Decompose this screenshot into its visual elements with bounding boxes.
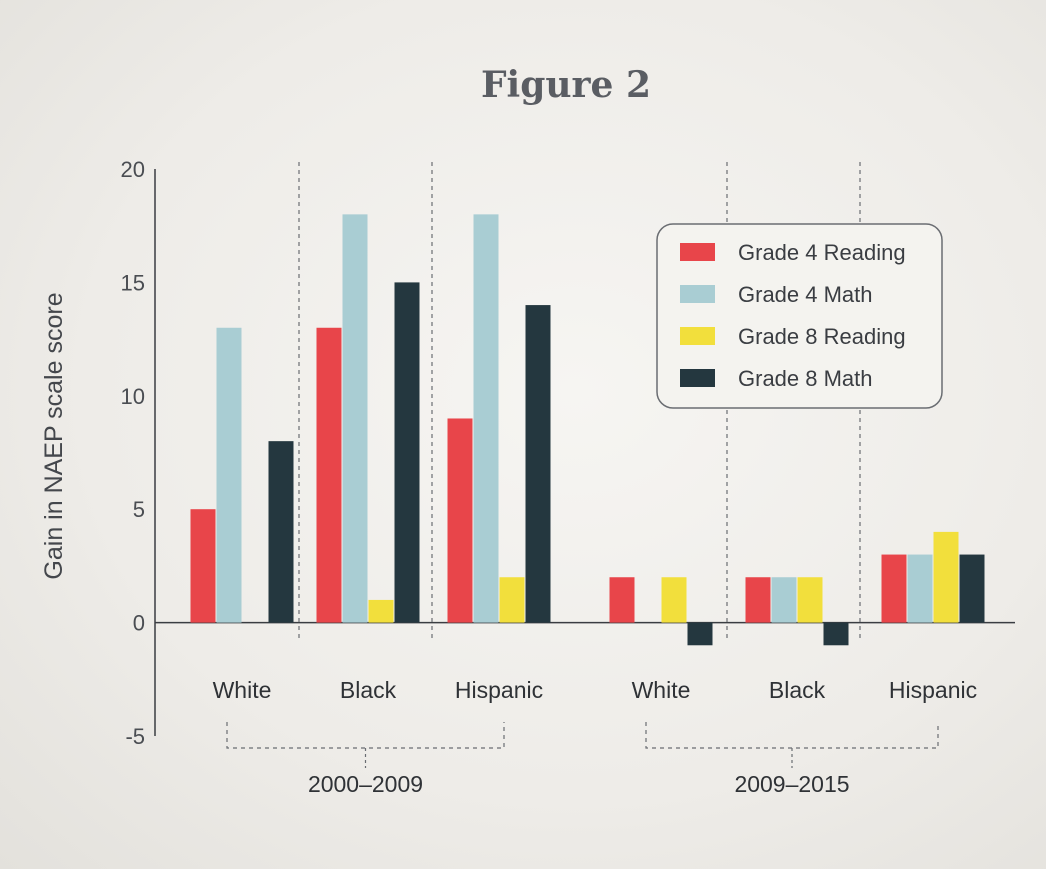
bar-grade-8-math bbox=[687, 622, 713, 646]
category-label: Hispanic bbox=[889, 677, 977, 703]
period-bracket bbox=[226, 722, 505, 749]
bar-grade-8-math bbox=[268, 441, 294, 623]
bar-grade-4-reading bbox=[316, 327, 342, 623]
legend-entry: Grade 4 Reading bbox=[738, 240, 906, 265]
chart-title: Figure 2 bbox=[481, 64, 651, 106]
y-tick-label: -5 bbox=[125, 724, 145, 749]
bar-grade-4-reading bbox=[745, 577, 771, 623]
bar-grade-4-math bbox=[342, 214, 368, 623]
bar-grade-8-reading bbox=[933, 531, 959, 623]
bar-grade-8-math bbox=[959, 554, 985, 623]
bar-grade-4-reading bbox=[609, 577, 635, 623]
period-label: 2000–2009 bbox=[308, 771, 423, 797]
category-label: White bbox=[632, 677, 691, 703]
bar-grade-4-reading bbox=[881, 554, 907, 623]
period-bracket bbox=[645, 722, 939, 749]
category-label: Black bbox=[340, 677, 397, 703]
legend-box bbox=[656, 223, 943, 409]
category-label: White bbox=[213, 677, 272, 703]
y-tick-label: 5 bbox=[133, 497, 145, 522]
bar-grade-4-reading bbox=[447, 418, 473, 623]
legend-entry: Grade 8 Math bbox=[738, 366, 873, 391]
y-tick-label: 10 bbox=[121, 384, 145, 409]
legend-swatch bbox=[680, 369, 715, 387]
y-axis-label: Gain in NAEP scale score bbox=[40, 292, 68, 579]
legend: Grade 4 Reading Grade 4 Math Grade 8 Readi… bbox=[656, 223, 943, 409]
period-label: 2009–2015 bbox=[734, 771, 849, 797]
legend-swatch bbox=[680, 285, 715, 303]
bar-grade-4-math bbox=[216, 327, 242, 623]
y-tick-label: 0 bbox=[133, 611, 145, 636]
category-labels: White Black Hispanic 2000–2009 White Black His… bbox=[213, 677, 978, 797]
category-label: Hispanic bbox=[455, 677, 543, 703]
y-tick-label: 15 bbox=[121, 270, 145, 295]
legend-swatch bbox=[680, 327, 715, 345]
y-tick-label: 20 bbox=[121, 157, 145, 182]
bar-grade-8-reading bbox=[368, 599, 394, 623]
legend-swatch bbox=[680, 243, 715, 261]
bars bbox=[190, 214, 985, 646]
bar-grade-4-reading bbox=[190, 509, 216, 623]
bar-grade-8-math bbox=[525, 305, 551, 623]
bar-grade-8-math bbox=[394, 282, 420, 623]
bar-grade-4-math bbox=[771, 577, 797, 623]
bar-grade-8-math bbox=[823, 622, 849, 646]
bar-grade-4-math bbox=[907, 554, 933, 623]
bar-grade-4-math bbox=[473, 214, 499, 623]
category-label: Black bbox=[769, 677, 826, 703]
bar-grade-8-reading bbox=[797, 577, 823, 623]
bar-grade-8-reading bbox=[661, 577, 687, 623]
bar-grade-8-reading bbox=[499, 577, 525, 623]
legend-entry: Grade 4 Math bbox=[738, 282, 873, 307]
legend-entry: Grade 8 Reading bbox=[738, 324, 906, 349]
